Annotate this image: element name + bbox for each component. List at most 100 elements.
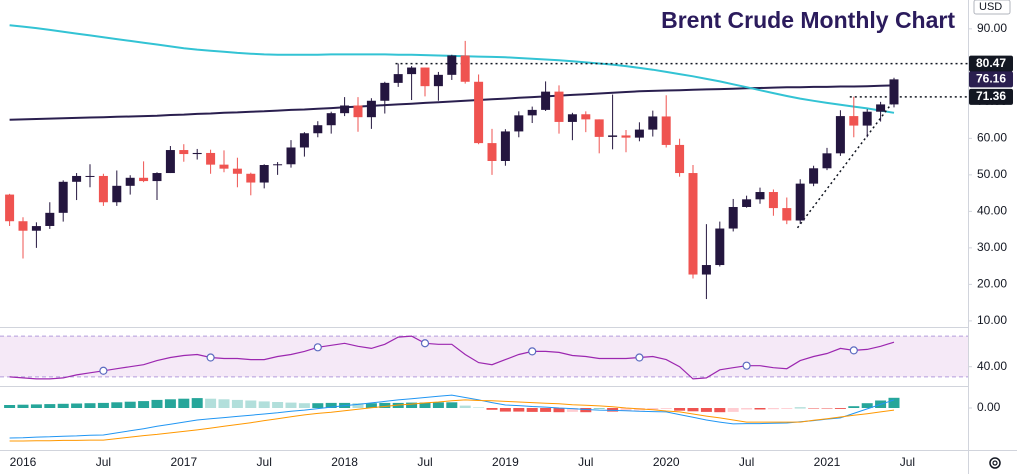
candle-body <box>782 208 792 221</box>
macd-histogram-bar <box>647 408 659 410</box>
macd-histogram-bar <box>406 402 418 408</box>
macd-histogram-bar <box>124 401 136 408</box>
candle-body <box>755 192 765 200</box>
candle-body <box>192 152 202 155</box>
candle-body <box>608 135 618 137</box>
macd-line <box>9 394 895 439</box>
macd-histogram-bar <box>205 398 217 408</box>
candle-body <box>380 82 390 101</box>
candle-body <box>246 173 256 183</box>
macd-histogram-bar <box>30 404 42 408</box>
macd-histogram-bar <box>178 398 190 408</box>
macd-histogram-bar <box>741 408 753 410</box>
macd-histogram-bar <box>459 405 471 408</box>
price-label: 80.47 <box>976 56 1006 70</box>
candle-body <box>259 165 269 183</box>
candle-body <box>648 116 658 130</box>
macd-histogram-bar <box>298 403 310 408</box>
macd-histogram-bar <box>151 399 163 408</box>
y-tick-label: 30.00 <box>977 240 1007 254</box>
macd-histogram-bar <box>687 408 699 412</box>
macd-histogram-bar <box>861 403 873 408</box>
macd-histogram-bar <box>312 403 324 408</box>
moving-average <box>9 84 895 121</box>
rsi-marker <box>528 347 537 356</box>
candle-body <box>420 67 430 87</box>
x-tick-label: Jul <box>96 455 111 469</box>
macd-histogram-bar <box>258 401 270 408</box>
y-tick-label: 20.00 <box>977 277 1007 291</box>
x-tick-label: Jul <box>900 455 915 469</box>
macd-histogram-bar <box>553 408 565 413</box>
rsi-marker <box>99 366 108 375</box>
x-tick-label: 2016 <box>10 455 37 469</box>
macd-histogram-bar <box>352 403 364 408</box>
x-tick-label: 2021 <box>814 455 841 469</box>
macd-histogram-bar <box>486 408 498 410</box>
candle-body <box>433 74 443 87</box>
settings-icon[interactable] <box>989 457 1001 469</box>
currency-box[interactable] <box>973 0 1011 15</box>
y-tick-label: 90.00 <box>977 21 1007 35</box>
candle-body <box>822 153 832 169</box>
candle-body <box>232 168 242 174</box>
macd-histogram-bar <box>111 402 123 408</box>
macd-histogram-bar <box>245 400 257 408</box>
macd-histogram-bar <box>57 403 69 408</box>
rsi-band <box>0 336 968 377</box>
candle-body <box>152 173 162 182</box>
candle-body <box>728 206 738 229</box>
x-tick-label: 2020 <box>653 455 680 469</box>
candle-body <box>5 194 15 222</box>
candle-body <box>835 116 845 154</box>
candle-body <box>112 185 122 203</box>
macd-histogram-bar <box>272 402 284 408</box>
macd-histogram-bar <box>97 402 109 408</box>
macd-histogram-bar <box>218 399 230 408</box>
candle-body <box>876 104 886 112</box>
candle-body <box>474 81 484 144</box>
macd-histogram-bar <box>432 402 444 408</box>
macd-histogram-bar <box>379 402 391 408</box>
macd-histogram-bar <box>700 408 712 412</box>
macd-histogram-bar <box>540 408 552 412</box>
macd-histogram-bar <box>325 402 337 408</box>
macd-histogram-bar <box>674 408 686 411</box>
macd-histogram-bar <box>365 403 377 408</box>
signal-line <box>9 399 895 442</box>
candle-body <box>326 113 336 126</box>
macd-histogram-bar <box>285 402 297 408</box>
candle-body <box>206 152 216 165</box>
candle-body <box>581 114 591 120</box>
candle-body <box>58 181 68 213</box>
macd-histogram-bar <box>607 408 619 412</box>
candle-body <box>541 91 551 110</box>
candle-body <box>273 164 283 166</box>
candle-body <box>514 115 524 132</box>
x-tick-label: 2018 <box>331 455 358 469</box>
macd-histogram-bar <box>834 408 846 409</box>
macd-histogram-bar <box>727 408 739 412</box>
candle-body <box>313 125 323 134</box>
x-tick-label: Jul <box>739 455 754 469</box>
candle-body <box>849 116 859 126</box>
rsi-marker <box>420 339 430 348</box>
candle-body <box>286 147 296 165</box>
candle-body <box>18 221 28 231</box>
candle-body <box>768 192 778 209</box>
macd-histogram-bar <box>164 399 176 408</box>
candle-body <box>554 91 564 122</box>
rsi-marker <box>206 353 215 362</box>
candle-body <box>795 183 805 221</box>
candle-body <box>31 226 41 231</box>
price-label: 76.16 <box>976 72 1006 86</box>
y-tick-label: 10.00 <box>977 313 1007 327</box>
candle-body <box>527 109 537 116</box>
candle-body <box>742 199 752 207</box>
price-label: 71.36 <box>976 89 1006 103</box>
candle-body <box>407 67 417 75</box>
macd-histogram-bar <box>4 405 16 408</box>
candle-body <box>139 177 149 182</box>
